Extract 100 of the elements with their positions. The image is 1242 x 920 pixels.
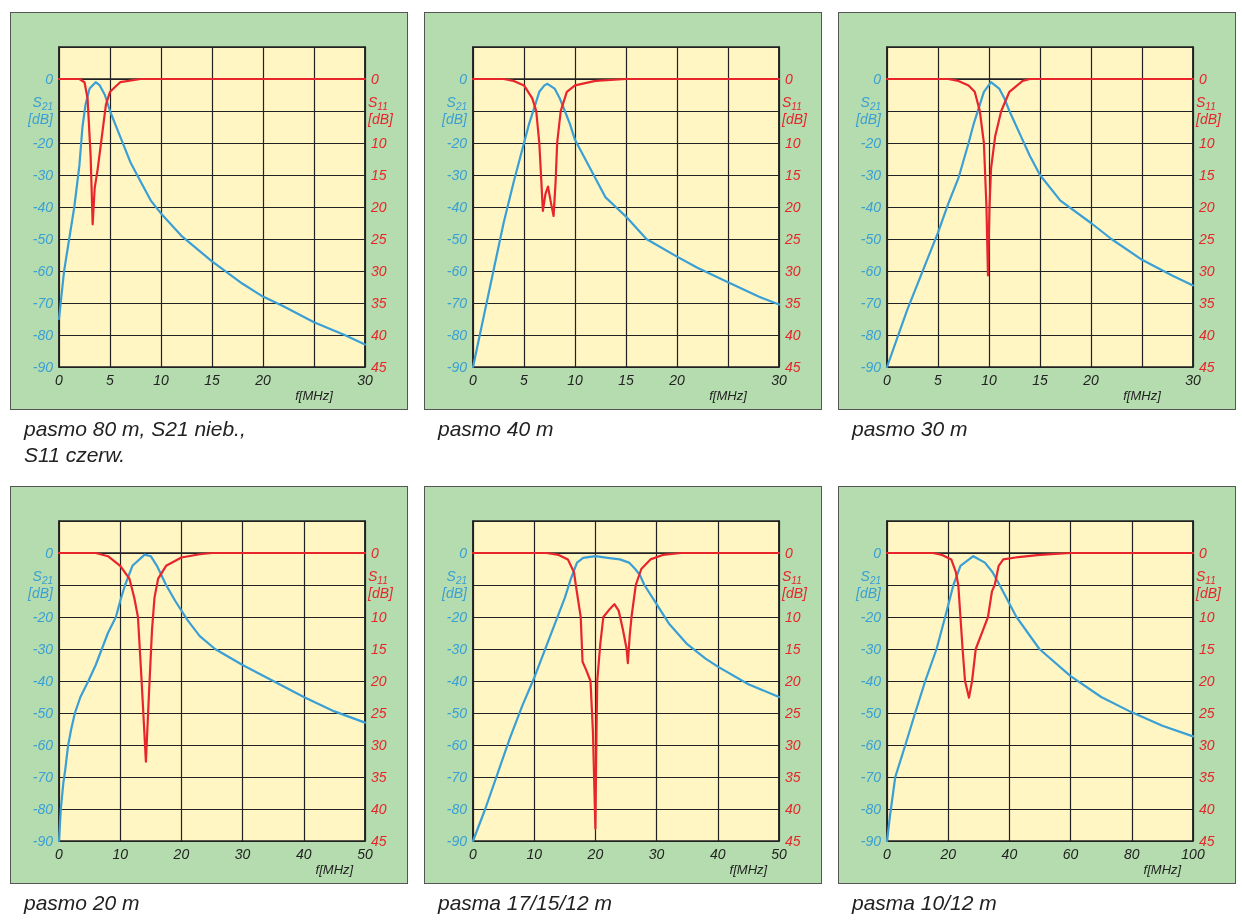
y-tick-label: -20: [860, 135, 882, 151]
line-series: [885, 551, 1195, 699]
y-tick-label: -70: [860, 295, 882, 311]
y-tick-label: -80: [446, 327, 468, 343]
y2-tick-label: 0: [785, 545, 793, 561]
y2-tick-label: 20: [370, 673, 387, 689]
y2-tick-label: 40: [1199, 327, 1215, 343]
y-axis-title: S$_{21}$ [dB]: [26, 568, 53, 602]
x-tick-label: 60: [1062, 846, 1079, 862]
y2-tick-label: 0: [371, 71, 379, 87]
y-tick-label: -70: [32, 295, 54, 311]
y-tick-label: -30: [32, 167, 54, 183]
y2-tick-label: 10: [1199, 135, 1215, 151]
x-axis-title: f[MHz]: [295, 388, 334, 403]
y-tick-label: 0: [873, 545, 882, 561]
y-tick-label: -40: [860, 673, 882, 689]
y-axis-title: S$_{21}$ [dB]: [26, 94, 53, 128]
x-tick-label: 10: [112, 846, 129, 862]
y-tick-label: -40: [32, 673, 54, 689]
y-tick-label: -40: [446, 199, 468, 215]
y2-tick-label: 45: [1199, 359, 1215, 375]
y2-tick-label: 30: [371, 737, 387, 753]
line-series: [57, 81, 367, 346]
y2-tick-label: 15: [371, 167, 387, 183]
x-tick-label: 20: [254, 372, 271, 388]
y-tick-label: -80: [32, 327, 54, 343]
y2-tick-label: 30: [1199, 263, 1215, 279]
y-tick-label: -50: [32, 705, 54, 721]
y-tick-label: -20: [446, 609, 468, 625]
y-tick-label: -60: [446, 263, 468, 279]
y-tick-label: -60: [860, 737, 882, 753]
x-axis-title: f[MHz]: [729, 862, 768, 877]
x-tick-label: 0: [469, 846, 478, 862]
y2-tick-label: 45: [1199, 833, 1215, 849]
text: pasmo 40 m: [438, 416, 555, 442]
y2-tick-label: 35: [371, 769, 387, 785]
y2-tick-label: 15: [371, 641, 387, 657]
y2-tick-label: 35: [785, 769, 801, 785]
y2-tick-label: 15: [785, 167, 801, 183]
x-tick-label: 0: [469, 372, 478, 388]
x-tick-label: 50: [771, 846, 787, 862]
y-tick-label: -20: [32, 609, 54, 625]
y-tick-label: -90: [860, 359, 882, 375]
x-tick-label: 15: [618, 372, 634, 388]
line-series: [57, 551, 367, 763]
y2-tick-label: 15: [785, 641, 801, 657]
y2-tick-label: 15: [1199, 641, 1215, 657]
y2-axis-title: S$_{11}$ [dB]: [368, 94, 394, 128]
y2-tick-label: 40: [371, 327, 387, 343]
y2-tick-label: 20: [1198, 199, 1215, 215]
text: pasma 10/12 m: [852, 890, 998, 916]
y2-tick-label: 35: [371, 295, 387, 311]
y2-tick-label: 25: [784, 705, 801, 721]
y-tick-label: -70: [32, 769, 54, 785]
y2-tick-label: 30: [371, 263, 387, 279]
y2-tick-label: 10: [371, 609, 387, 625]
y2-tick-label: 30: [785, 263, 801, 279]
y-tick-label: -30: [860, 641, 882, 657]
x-tick-label: 20: [668, 372, 685, 388]
x-tick-label: 20: [172, 846, 190, 862]
y2-axis-title: S$_{11}$ [dB]: [368, 568, 394, 602]
line-series: [57, 77, 367, 226]
x-tick-label: 100: [1181, 846, 1205, 862]
y2-tick-label: 10: [1199, 609, 1215, 625]
y-tick-label: -30: [32, 641, 54, 657]
x-tick-label: 20: [1082, 372, 1099, 388]
x-axis-title: f[MHz]: [1123, 388, 1162, 403]
y2-tick-label: 20: [784, 199, 801, 215]
y-tick-label: 0: [45, 71, 54, 87]
y2-tick-label: 25: [370, 705, 387, 721]
y2-tick-label: 45: [371, 833, 387, 849]
y-tick-label: -20: [860, 609, 882, 625]
y-tick-label: -90: [860, 833, 882, 849]
text: pasmo 30 m: [852, 416, 969, 442]
x-tick-label: 10: [981, 372, 997, 388]
y-tick-label: -90: [32, 833, 54, 849]
y2-tick-label: 0: [1199, 545, 1207, 561]
y2-axis-title: S$_{11}$ [dB]: [782, 568, 808, 602]
x-tick-label: 10: [153, 372, 169, 388]
y-tick-label: -30: [860, 167, 882, 183]
y-tick-label: -80: [446, 801, 468, 817]
y-tick-label: 0: [873, 71, 882, 87]
line-series: [885, 77, 1195, 277]
y-tick-label: 0: [459, 71, 468, 87]
x-tick-label: 40: [710, 846, 726, 862]
y-tick-label: -50: [446, 705, 468, 721]
y-axis-title: S$_{21}$ [dB]: [440, 94, 467, 128]
x-axis-title: f[MHz]: [1143, 862, 1182, 877]
y2-tick-label: 0: [1199, 71, 1207, 87]
y-tick-label: -60: [860, 263, 882, 279]
y-tick-label: -20: [446, 135, 468, 151]
y-tick-label: -50: [860, 231, 882, 247]
y2-tick-label: 25: [784, 231, 801, 247]
y-tick-label: -70: [446, 769, 468, 785]
y-tick-label: -30: [446, 641, 468, 657]
y2-tick-label: 35: [1199, 295, 1215, 311]
text: pasmo 20 m: [24, 890, 141, 916]
y-tick-label: -40: [446, 673, 468, 689]
y2-tick-label: 20: [784, 673, 801, 689]
x-tick-label: 0: [55, 372, 64, 388]
